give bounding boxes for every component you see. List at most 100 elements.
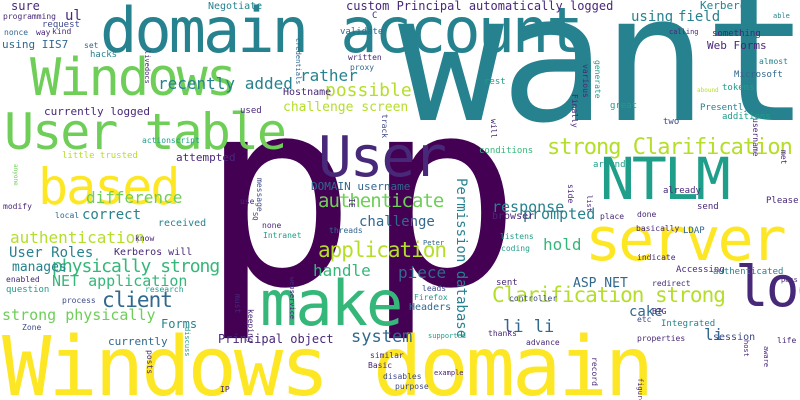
word-listens: listens xyxy=(500,233,534,241)
word-c: C xyxy=(372,12,377,21)
word-something: something xyxy=(712,30,761,39)
word-send: send xyxy=(697,203,719,212)
word-challenge-screen: challenge screen xyxy=(283,101,408,114)
word-system: system xyxy=(351,329,412,346)
word-record: record xyxy=(590,357,598,386)
word-microsoft: Microsoft xyxy=(734,71,783,80)
word-firefox: Firefox xyxy=(414,294,448,302)
word-set: set xyxy=(84,42,98,50)
word-forms: Forms xyxy=(161,318,197,330)
word-please: Please xyxy=(766,197,799,206)
word-field: field xyxy=(678,10,720,24)
word-example: example xyxy=(434,370,464,377)
word-asp-net: ASP NET xyxy=(573,277,628,290)
word-rest: rest xyxy=(484,78,506,87)
word-web-forms: Web Forms xyxy=(707,40,767,51)
word-intranet: Intranet xyxy=(263,232,302,240)
word-properties: properties xyxy=(637,335,685,343)
word-negotiate: Negotiate xyxy=(208,2,262,12)
word-webservice: webservice xyxy=(288,277,295,319)
word-used: used xyxy=(240,107,262,116)
word-know: know xyxy=(135,235,154,243)
word-username: username xyxy=(751,118,759,157)
word-will: will xyxy=(489,119,497,138)
word-indicate: indicate xyxy=(637,254,676,262)
word-livedocs: livedocs xyxy=(143,50,150,84)
word-manages: manages xyxy=(12,261,67,274)
word-etc: etc xyxy=(637,316,651,324)
word-ip: IP xyxy=(220,386,230,394)
word-calling: calling xyxy=(669,29,699,36)
word-domain-username: DOMAIN username xyxy=(311,181,410,192)
word-zone: Zone xyxy=(22,324,41,332)
word-leads: leads xyxy=(422,285,446,293)
word-none: none xyxy=(262,222,281,230)
word-sent: sent xyxy=(496,279,518,288)
word-ldap: LDAP xyxy=(683,227,705,236)
word-supported: supported xyxy=(428,333,466,340)
word-controller: controller xyxy=(509,295,557,303)
word-challenge: challenge xyxy=(359,215,435,229)
word-handle: handle xyxy=(313,263,371,279)
word-way: way xyxy=(36,29,50,37)
word-integrated: Integrated xyxy=(661,320,715,329)
word-local: local xyxy=(55,212,79,220)
word-similar: similar xyxy=(370,352,404,360)
word-thanks: thanks xyxy=(488,330,517,338)
word-abound: abound xyxy=(697,88,719,94)
word-hacks: hacks xyxy=(90,51,117,60)
word-difference: difference xyxy=(86,190,182,206)
word-question: question xyxy=(6,286,49,295)
word-must: must xyxy=(233,294,241,313)
word-user: User xyxy=(318,130,445,186)
word-received: received xyxy=(158,219,206,229)
word-piece: piece xyxy=(398,265,446,281)
word-actionscript: actionscript xyxy=(142,137,200,145)
word-kerberos: Kerberos xyxy=(700,0,753,11)
word-validate: validate xyxy=(340,28,383,37)
word-done: done xyxy=(637,211,656,219)
word-basically: basically xyxy=(636,225,679,233)
word-nonce: nonce xyxy=(4,29,28,37)
word-anyone: anyone xyxy=(12,164,18,186)
word-hold: hold xyxy=(543,237,582,253)
word-purpose: purpose xyxy=(395,383,429,391)
word-advance: advance xyxy=(526,339,560,347)
word-little-trusted: little trusted xyxy=(62,152,138,161)
word-met: met xyxy=(779,150,787,164)
word-recently-added: recently added xyxy=(158,76,293,92)
word-additions: additions xyxy=(722,113,771,122)
word-credentials: credentials xyxy=(294,38,301,84)
word-authenticate: authenticate xyxy=(318,192,443,211)
word-able: able xyxy=(773,13,790,20)
word-various: various xyxy=(581,64,589,98)
word-generate: generate xyxy=(593,60,601,99)
word-finally: Finally xyxy=(570,94,578,128)
word-attempted: attempted xyxy=(176,152,236,163)
word-enabled: enabled xyxy=(6,276,40,284)
word-research: research xyxy=(145,286,184,294)
word-figure: figure xyxy=(636,378,643,400)
word-sq: SQ xyxy=(251,212,258,220)
word-permission-database: Permission database xyxy=(454,178,468,338)
word-kind: kind xyxy=(52,28,71,36)
word-place: place xyxy=(600,213,624,221)
word-discuss: discuss xyxy=(183,327,190,357)
word-currently: currently xyxy=(108,336,168,347)
word-make: make xyxy=(260,273,401,335)
word-using: using xyxy=(631,10,673,24)
word-pass: pass xyxy=(781,277,798,284)
word-using-iis7: using IIS7 xyxy=(2,39,68,50)
word-ie: IE xyxy=(347,198,355,208)
word-big: BIG xyxy=(652,308,666,316)
word-already: already xyxy=(663,187,701,196)
word-authenticated: authenticated xyxy=(713,268,783,277)
word-principal-object: Principal object xyxy=(218,333,334,345)
word-around: around xyxy=(593,161,626,170)
word-side: side xyxy=(566,184,574,203)
word-basic: Basic xyxy=(368,362,392,370)
word-disables: disables xyxy=(383,373,422,381)
word-correct: correct xyxy=(82,208,141,222)
word-threads: threads xyxy=(329,227,363,235)
word-hostname: Hostname xyxy=(283,88,331,98)
